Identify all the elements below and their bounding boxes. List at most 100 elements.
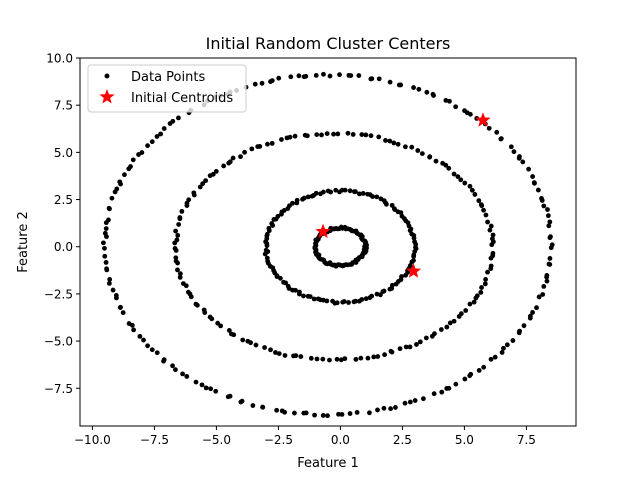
data-point xyxy=(193,379,199,385)
data-point xyxy=(412,239,417,245)
data-point xyxy=(314,132,320,138)
data-point xyxy=(136,152,141,157)
data-point xyxy=(409,144,415,150)
data-point xyxy=(221,163,227,169)
y-tick-label: 10.0 xyxy=(46,52,73,66)
data-point xyxy=(547,256,553,261)
data-point xyxy=(279,211,284,217)
y-tick-label: 7.5 xyxy=(54,99,73,113)
data-point xyxy=(265,141,270,147)
data-point xyxy=(545,207,550,212)
data-point xyxy=(365,355,371,361)
data-point xyxy=(413,246,419,251)
data-point xyxy=(517,154,522,159)
data-point xyxy=(463,308,469,313)
data-point xyxy=(483,277,488,282)
data-point xyxy=(172,240,178,246)
data-point xyxy=(350,132,356,137)
data-point xyxy=(308,355,314,361)
data-point xyxy=(293,353,299,359)
y-tick-label: −5.0 xyxy=(44,335,73,349)
data-point xyxy=(481,364,487,370)
data-point xyxy=(469,187,475,193)
data-point xyxy=(403,344,409,350)
data-point xyxy=(487,227,493,233)
data-point xyxy=(462,376,468,382)
data-point xyxy=(301,293,306,299)
data-point xyxy=(126,166,132,172)
data-point xyxy=(170,363,175,369)
data-point xyxy=(481,207,486,213)
data-point xyxy=(199,382,205,388)
plot-area-frame xyxy=(79,57,577,427)
data-point xyxy=(378,292,383,298)
data-point xyxy=(209,316,215,322)
data-point xyxy=(492,354,498,360)
centroid-star xyxy=(405,263,422,278)
data-point xyxy=(240,337,246,343)
data-point xyxy=(365,191,371,197)
data-point xyxy=(455,174,461,180)
data-point xyxy=(483,212,489,218)
data-point xyxy=(510,338,516,343)
legend-marker-centroids xyxy=(99,89,115,104)
data-point xyxy=(184,203,190,209)
data-point xyxy=(167,121,173,126)
data-point xyxy=(443,98,449,103)
data-point xyxy=(336,411,341,417)
data-point xyxy=(114,295,119,301)
data-point xyxy=(302,132,308,138)
data-point xyxy=(396,82,402,88)
data-point xyxy=(423,335,429,341)
data-point xyxy=(230,155,236,161)
centroid-star xyxy=(475,112,491,127)
data-point xyxy=(266,228,272,234)
y-tick-label: −2.5 xyxy=(44,287,73,301)
data-point xyxy=(453,381,459,387)
data-point xyxy=(367,410,372,416)
data-point xyxy=(478,202,484,208)
data-point xyxy=(202,310,208,315)
data-point xyxy=(149,347,155,353)
data-point xyxy=(137,333,143,339)
data-point xyxy=(324,131,330,137)
data-point xyxy=(283,280,288,286)
data-point xyxy=(188,294,194,300)
data-point xyxy=(303,410,309,416)
data-point xyxy=(376,134,382,140)
data-point xyxy=(368,133,374,139)
data-point xyxy=(227,393,233,399)
data-point xyxy=(389,349,395,355)
data-point xyxy=(103,226,109,231)
data-point xyxy=(297,291,302,297)
data-point xyxy=(292,133,298,139)
data-point xyxy=(447,320,453,326)
data-point xyxy=(173,248,179,253)
data-point xyxy=(226,328,232,333)
data-point xyxy=(467,183,473,189)
data-point xyxy=(548,234,553,240)
data-point xyxy=(468,371,474,377)
data-point xyxy=(341,299,347,304)
data-point xyxy=(381,288,387,294)
data-point xyxy=(277,275,283,281)
data-point xyxy=(276,351,282,356)
data-point xyxy=(415,148,421,153)
x-axis-ticks: −10.0 −7.5 −5.0 −2.5 0.0 2.5 5.0 7.5 xyxy=(74,426,536,447)
data-point xyxy=(276,75,282,81)
data-point xyxy=(203,178,209,184)
data-point xyxy=(184,374,190,379)
data-point xyxy=(333,187,339,193)
data-point xyxy=(218,323,224,329)
legend-box xyxy=(87,64,247,113)
data-point xyxy=(103,220,109,226)
data-point xyxy=(539,196,544,201)
data-point xyxy=(274,407,280,413)
data-point xyxy=(262,251,268,257)
data-point xyxy=(320,413,326,418)
y-tick-label: 2.5 xyxy=(54,193,73,207)
data-point xyxy=(231,332,237,338)
data-point xyxy=(387,138,393,144)
data-point xyxy=(294,200,300,206)
data-point xyxy=(527,313,533,319)
